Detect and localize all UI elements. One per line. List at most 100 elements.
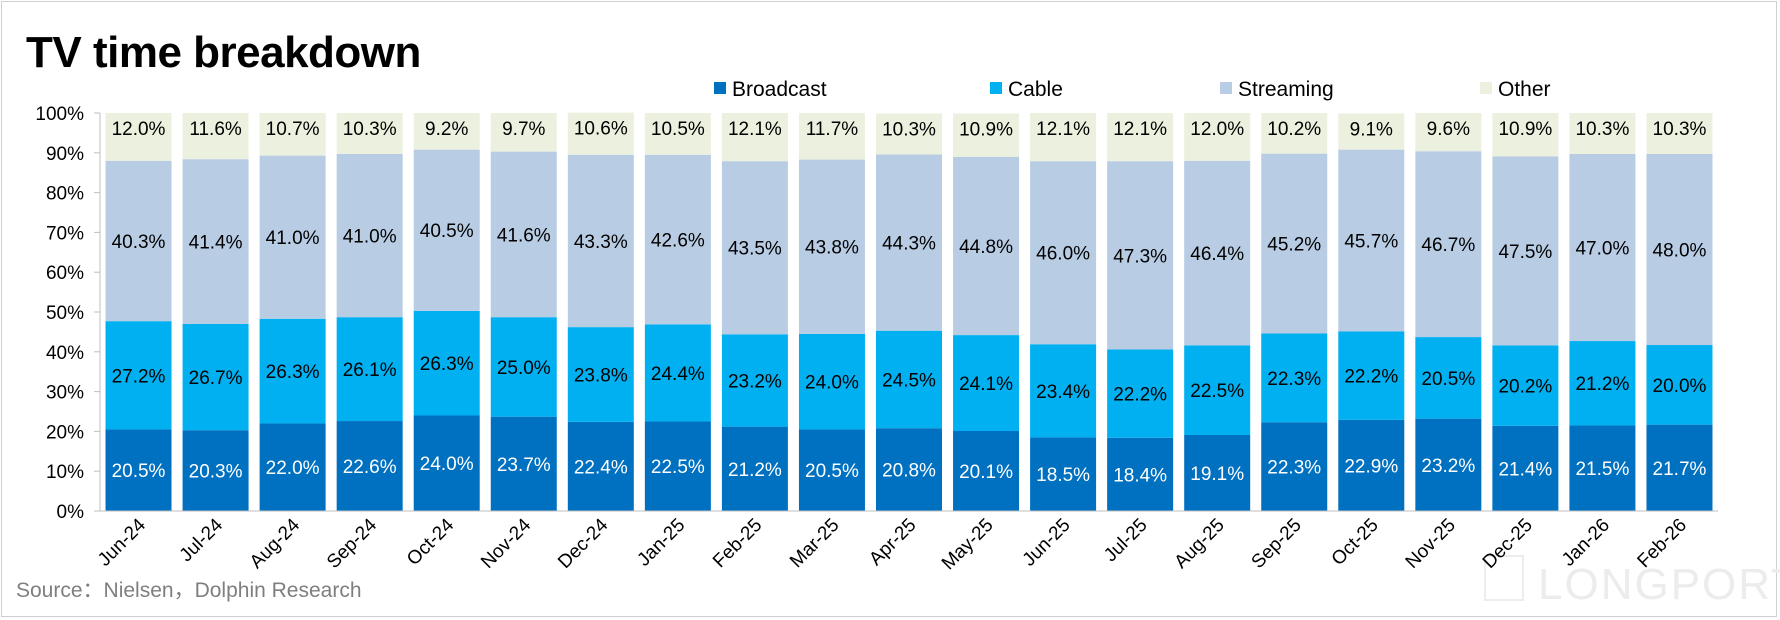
bar-stack-feb-26: 21.7% 20.0% 48.0% 10.3% bbox=[1646, 113, 1713, 511]
data-label-other: 10.3% bbox=[1575, 119, 1629, 140]
bar-segment-streaming bbox=[1569, 153, 1636, 342]
data-label-cable: 20.0% bbox=[1653, 376, 1707, 397]
data-label-broadcast: 20.5% bbox=[112, 461, 166, 482]
legend-swatch-other bbox=[1480, 82, 1492, 94]
bar-stack-nov-25: 23.2% 20.5% 46.7% 9.6% bbox=[1415, 113, 1482, 511]
y-axis: 0% 10% 20% 30% 40% 50% 60% 70% 80% 90% 100% bbox=[35, 104, 101, 523]
data-label-broadcast: 23.2% bbox=[1421, 456, 1475, 477]
watermark-text: LONGPORT bbox=[1538, 560, 1780, 609]
bar-segment-other bbox=[798, 113, 865, 160]
data-label-other: 12.1% bbox=[1113, 119, 1167, 140]
legend-swatch-cable bbox=[990, 82, 1002, 94]
bar-stack-dec-24: 22.4% 23.8% 43.3% 10.6% bbox=[567, 112, 634, 511]
bar-segment-streaming bbox=[1261, 153, 1328, 334]
bar-segment-other bbox=[413, 113, 480, 150]
data-label-streaming: 46.4% bbox=[1190, 244, 1244, 265]
bar-segment-streaming bbox=[105, 160, 172, 322]
y-tick-label: 70% bbox=[46, 223, 84, 244]
data-label-other: 11.7% bbox=[806, 119, 859, 140]
data-label-other: 10.9% bbox=[1498, 119, 1552, 140]
bar-segment-cable bbox=[182, 323, 249, 431]
data-label-cable: 26.3% bbox=[420, 354, 474, 375]
data-label-streaming: 43.8% bbox=[805, 238, 859, 259]
bar-segment-cable bbox=[798, 333, 865, 430]
y-tick-label: 20% bbox=[46, 422, 84, 443]
bar-segment-other bbox=[336, 113, 403, 154]
data-label-cable: 24.1% bbox=[959, 374, 1013, 395]
data-label-cable: 20.2% bbox=[1498, 377, 1552, 398]
bar-segment-streaming bbox=[567, 154, 634, 328]
bar-segment-broadcast bbox=[413, 415, 480, 511]
chart-title: TV time breakdown bbox=[26, 28, 421, 77]
x-tick-label: Feb-26 bbox=[1634, 515, 1691, 572]
bar-segment-broadcast bbox=[182, 430, 249, 511]
x-tick-label: Oct-25 bbox=[1328, 515, 1383, 570]
bar-stack-apr-25: 20.8% 24.5% 44.3% 10.3% bbox=[876, 113, 942, 511]
bar-segment-other bbox=[259, 113, 326, 156]
bar-stack-aug-25: 19.1% 22.5% 46.4% 12.0% bbox=[1184, 113, 1251, 511]
data-label-other: 9.1% bbox=[1350, 119, 1393, 140]
data-label-cable: 26.7% bbox=[189, 368, 243, 389]
bar-segment-cable bbox=[105, 321, 172, 430]
bar-segment-broadcast bbox=[1492, 425, 1559, 511]
x-tick-label: Jan-26 bbox=[1558, 515, 1614, 571]
bar-segment-broadcast bbox=[1107, 437, 1174, 511]
y-tick-label: 80% bbox=[46, 184, 84, 205]
bar-stack-oct-24: 24.0% 26.3% 40.5% 9.2% bbox=[413, 113, 480, 511]
bar-segment-cable bbox=[1107, 349, 1174, 438]
data-label-broadcast: 21.5% bbox=[1575, 459, 1629, 480]
bar-segment-streaming bbox=[1107, 161, 1174, 350]
bar-segment-broadcast bbox=[1030, 437, 1097, 511]
bar-segment-broadcast bbox=[644, 421, 711, 511]
bar-segment-streaming bbox=[1646, 153, 1713, 346]
data-label-other: 10.6% bbox=[574, 119, 628, 140]
data-label-cable: 26.1% bbox=[343, 360, 397, 381]
bar-segment-streaming bbox=[490, 151, 557, 318]
data-label-streaming: 44.3% bbox=[882, 234, 936, 255]
y-tick-label: 50% bbox=[46, 303, 84, 324]
data-label-streaming: 46.0% bbox=[1036, 244, 1090, 265]
data-label-other: 10.5% bbox=[651, 119, 705, 140]
bar-segment-streaming bbox=[798, 159, 865, 334]
data-label-other: 9.7% bbox=[502, 119, 545, 140]
bar-segment-streaming bbox=[953, 156, 1020, 336]
bar-stack-feb-25: 21.2% 23.2% 43.5% 12.1% bbox=[721, 113, 788, 511]
bar-segment-streaming bbox=[336, 153, 403, 318]
bar-segment-other bbox=[1569, 113, 1636, 154]
bar-segment-cable bbox=[876, 330, 942, 429]
data-label-broadcast: 20.5% bbox=[805, 461, 859, 482]
bar-segment-broadcast bbox=[490, 416, 557, 511]
x-tick-label: Mar-25 bbox=[786, 515, 843, 572]
bar-stack-may-25: 20.1% 24.1% 44.8% 10.9% bbox=[953, 113, 1020, 511]
data-label-broadcast: 24.0% bbox=[420, 454, 474, 475]
bar-segment-other bbox=[1261, 113, 1328, 154]
data-label-other: 12.1% bbox=[728, 119, 782, 140]
x-tick-label: Nov-25 bbox=[1402, 515, 1460, 573]
bar-segment-broadcast bbox=[567, 421, 634, 511]
bar-segment-other bbox=[1184, 113, 1251, 161]
bar-stack-dec-25: 21.4% 20.2% 47.5% 10.9% bbox=[1492, 113, 1559, 511]
data-label-cable: 25.0% bbox=[497, 358, 551, 379]
bar-segment-streaming bbox=[182, 159, 249, 324]
data-label-cable: 22.5% bbox=[1190, 381, 1244, 402]
y-tick-label: 90% bbox=[46, 144, 84, 165]
data-label-streaming: 42.6% bbox=[651, 231, 705, 252]
bar-stack-jan-25: 22.5% 24.4% 42.6% 10.5% bbox=[644, 113, 711, 511]
bar-segment-cable bbox=[1569, 341, 1636, 426]
bar-segment-broadcast bbox=[1569, 425, 1636, 511]
data-label-streaming: 45.2% bbox=[1267, 235, 1321, 256]
watermark-logo-icon bbox=[1484, 555, 1524, 601]
data-label-broadcast: 21.2% bbox=[728, 460, 782, 481]
bar-segment-other bbox=[182, 113, 249, 160]
bar-stack-jul-24: 20.3% 26.7% 41.4% 11.6% bbox=[182, 113, 249, 511]
data-label-streaming: 41.0% bbox=[266, 228, 320, 249]
data-label-broadcast: 22.9% bbox=[1344, 456, 1398, 477]
bar-segment-cable bbox=[1030, 344, 1097, 438]
data-label-broadcast: 21.4% bbox=[1498, 459, 1552, 480]
data-label-streaming: 44.8% bbox=[959, 237, 1013, 258]
x-tick-label: Oct-24 bbox=[403, 514, 458, 569]
bar-stack-jun-25: 18.5% 23.4% 46.0% 12.1% bbox=[1030, 113, 1097, 511]
x-tick-label: Jun-25 bbox=[1019, 515, 1075, 571]
data-label-streaming: 48.0% bbox=[1653, 241, 1707, 262]
data-label-cable: 23.2% bbox=[728, 371, 782, 392]
